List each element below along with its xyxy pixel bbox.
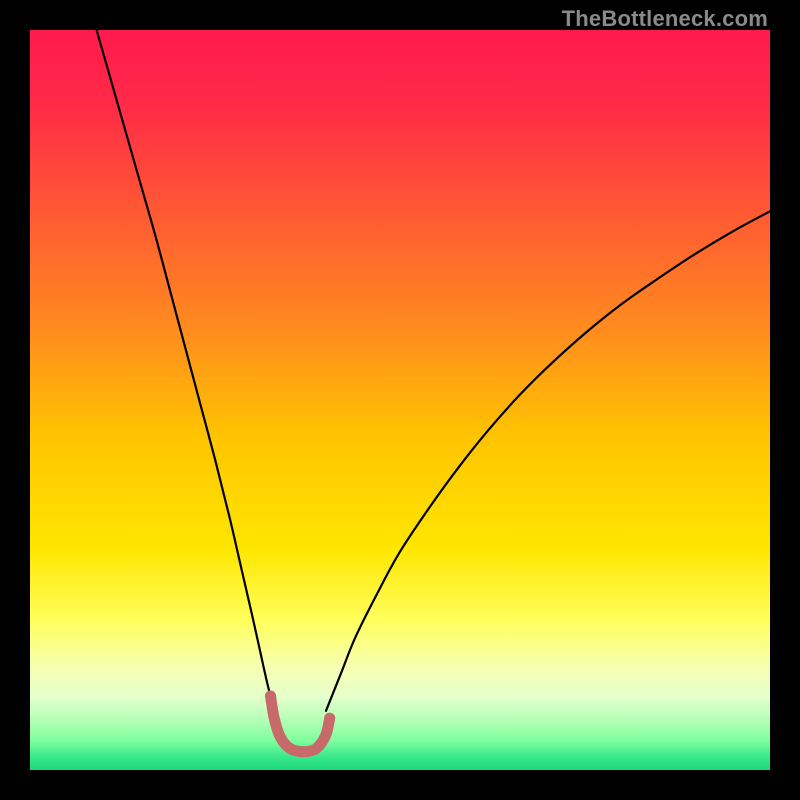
chart-frame: TheBottleneck.com	[0, 0, 800, 800]
marker-band	[271, 696, 330, 752]
left-curve	[97, 30, 275, 711]
watermark-text: TheBottleneck.com	[562, 6, 768, 32]
right-curve	[326, 211, 770, 711]
plot-area	[30, 30, 770, 770]
curve-layer	[30, 30, 770, 770]
